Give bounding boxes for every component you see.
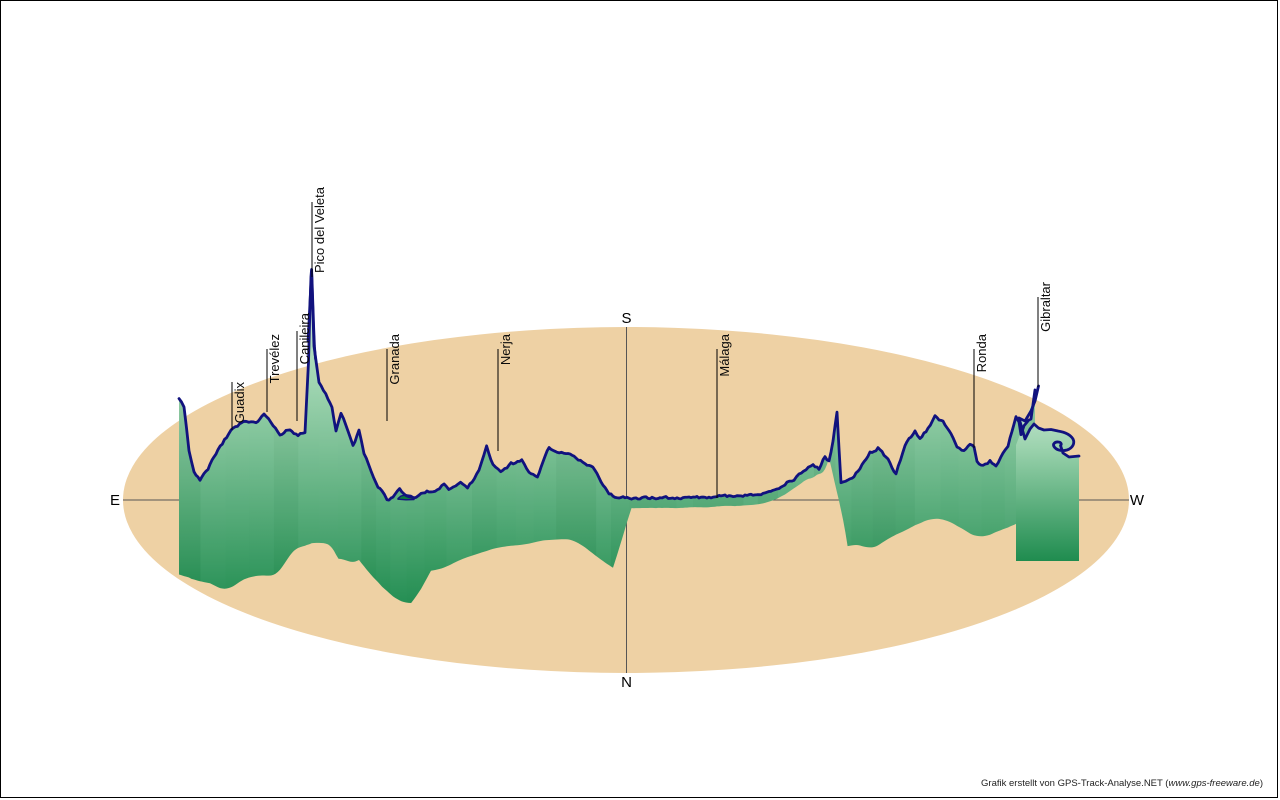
svg-text:S: S (621, 310, 631, 327)
svg-text:E: E (110, 492, 120, 509)
svg-text:W: W (1130, 492, 1145, 509)
svg-text:N: N (621, 674, 632, 691)
